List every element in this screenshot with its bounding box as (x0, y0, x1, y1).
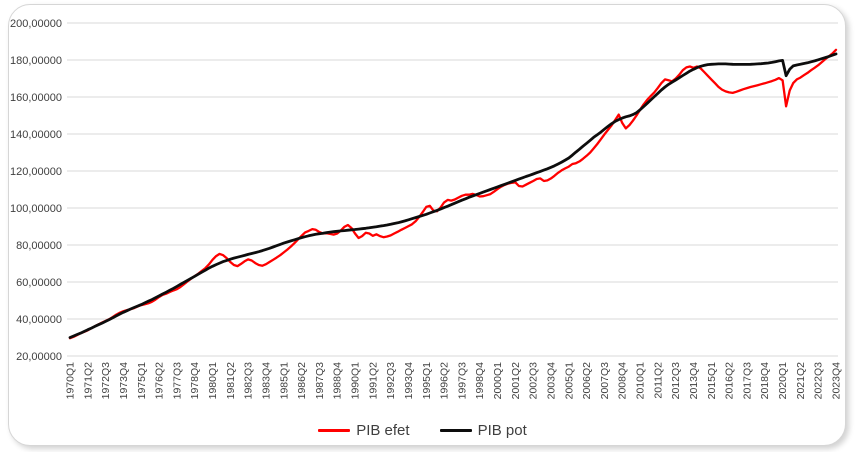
legend-item-pib-pot: PIB pot (439, 421, 527, 439)
x-tick-label: 1971Q2 (82, 362, 94, 400)
series-line-pib-pot (68, 52, 838, 339)
x-tick-label: 2016Q2 (724, 362, 736, 400)
x-tick-label: 2022Q3 (813, 362, 825, 400)
x-tick-label: 2000Q1 (492, 362, 504, 400)
x-tick-label: 1987Q3 (314, 362, 326, 400)
x-tick-label: 2023Q4 (831, 362, 843, 400)
x-tick-label: 1981Q2 (225, 362, 237, 400)
y-tick-label: 40,00000 (16, 314, 62, 326)
x-tick-label: 2018Q4 (759, 362, 771, 400)
x-tick-label: 1982Q3 (243, 362, 255, 400)
x-tick-label: 1970Q1 (65, 362, 77, 400)
x-tick-label: 2021Q2 (795, 362, 807, 400)
x-tick-label: 1991Q2 (367, 362, 379, 400)
x-tick-label: 2006Q2 (581, 362, 593, 400)
series-line-pib-efet (68, 48, 838, 340)
x-tick-label: 1996Q2 (439, 362, 451, 400)
x-tick-label: 2001Q2 (510, 362, 522, 400)
x-tick-label: 2008Q4 (617, 362, 629, 400)
legend-label-pib-pot: PIB pot (477, 421, 527, 439)
x-tick-label: 1997Q3 (456, 362, 468, 400)
x-tick-label: 2013Q4 (688, 362, 700, 400)
x-tick-label: 1995Q1 (421, 362, 433, 400)
x-tick-label: 1978Q4 (189, 362, 201, 400)
x-tick-label: 2002Q3 (528, 362, 540, 400)
x-tick-label: 2012Q3 (670, 362, 682, 400)
chart-card (8, 4, 846, 446)
pib-pot-line-swatch-icon (439, 428, 472, 432)
x-tick-label: 1986Q2 (296, 362, 308, 400)
legend-label-pib-efet: PIB efet (356, 421, 410, 439)
y-tick-label: 160,00000 (10, 92, 62, 104)
x-tick-label: 1983Q4 (260, 362, 272, 400)
x-tick-label: 1973Q4 (118, 362, 130, 400)
x-tick-label: 1980Q1 (207, 362, 219, 400)
x-tick-label: 2011Q2 (652, 362, 664, 399)
x-tick-label: 1998Q4 (474, 362, 486, 400)
x-tick-label: 1976Q2 (154, 362, 166, 400)
y-tick-label: 100,00000 (10, 203, 62, 215)
x-tick-label: 2017Q3 (741, 362, 753, 400)
x-tick-label: 1977Q3 (171, 362, 183, 400)
x-tick-label: 1993Q4 (403, 362, 415, 400)
y-tick-label: 60,00000 (16, 277, 62, 289)
y-tick-label: 20,00000 (16, 351, 62, 363)
x-tick-label: 2010Q1 (635, 362, 647, 400)
x-tick-label: 1975Q1 (136, 362, 148, 400)
x-tick-label: 2020Q1 (777, 362, 789, 400)
x-tick-label: 2005Q1 (563, 362, 575, 400)
x-tick-label: 1992Q3 (385, 362, 397, 400)
y-tick-label: 80,00000 (16, 240, 62, 252)
x-tick-label: 2003Q4 (545, 362, 557, 400)
y-tick-label: 200,00000 (10, 18, 62, 30)
legend-item-pib-efet: PIB efet (318, 421, 410, 439)
y-tick-label: 140,00000 (10, 129, 62, 141)
x-tick-label: 1988Q4 (332, 362, 344, 400)
x-tick-label: 1985Q1 (278, 362, 290, 400)
x-tick-label: 1972Q3 (100, 362, 112, 400)
x-tick-label: 2007Q3 (599, 362, 611, 400)
y-tick-label: 180,00000 (10, 55, 62, 67)
x-tick-label: 2015Q1 (706, 362, 718, 400)
x-tick-label: 1990Q1 (350, 362, 362, 400)
chart-legend: PIB efet PIB pot (0, 416, 845, 444)
y-tick-label: 120,00000 (10, 166, 62, 178)
pib-efet-line-swatch-icon (318, 428, 351, 432)
